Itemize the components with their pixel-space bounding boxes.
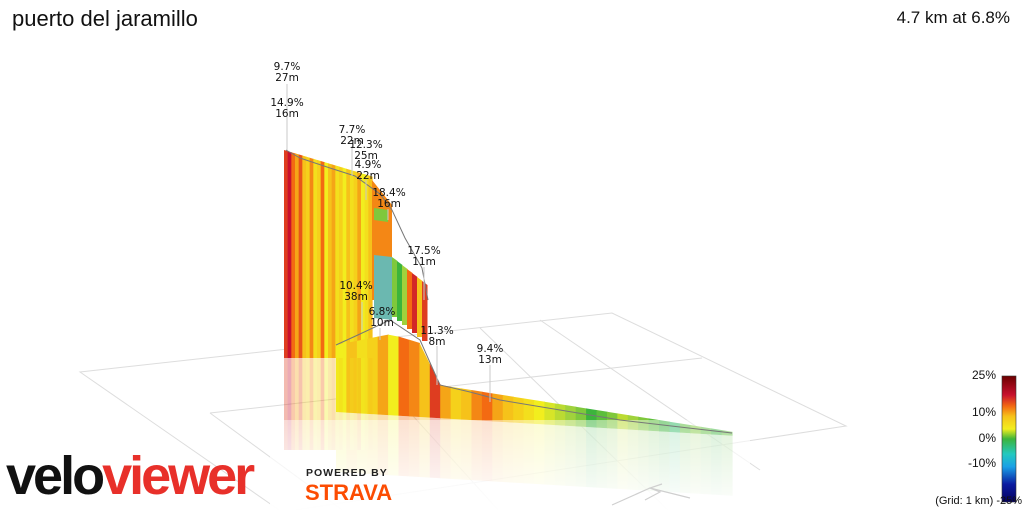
annotation-grade: 18.4% [372,187,405,199]
strava-logo[interactable]: STRAVA [305,480,393,505]
profile-band [284,150,289,358]
profile-band [361,173,366,358]
annotation-length: 13m [478,354,502,366]
logo-velo: velo [6,446,105,506]
profile-band [471,390,483,421]
profile-band [412,273,418,333]
annotation-grade: 11.3% [420,325,453,337]
annotation-leaders [286,84,491,402]
veloviewer-logo[interactable]: veloviewer [6,446,255,506]
annotation-length: 16m [377,198,401,210]
profile-band [298,154,303,358]
annotation-length: 27m [275,72,299,84]
legend-tick-minus10: -10% [967,456,996,470]
annotation-grade: 14.9% [270,97,303,109]
profile-band [342,167,347,358]
profile-band [331,164,336,358]
north-arrow-icon [611,483,691,506]
annotation-grade: 17.5% [407,245,440,257]
profile-band [350,169,355,358]
annotation-length: 10m [370,317,394,329]
profile-band [357,172,362,358]
profile-band [407,269,413,329]
climb-summary: 4.7 km at 6.8% [896,8,1010,27]
profile-band [364,174,369,358]
profile-wall-ribbons [392,257,428,341]
profile-band [408,339,420,418]
profile-band [328,163,333,358]
segment-annotations: 9.7%27m14.9%16m7.7%22m12.3%25m4.9%22m18.… [270,61,503,366]
profile-band [374,208,388,222]
annotation-length: 22m [356,170,380,182]
profile-band [367,336,379,415]
profile-band [302,155,307,358]
annotation-length: 38m [344,291,368,303]
profile-band [356,338,368,414]
profile-lower-edge [335,319,733,434]
profile-band [419,342,431,418]
profile-band [397,261,403,321]
powered-by-label: POWERED BY [306,467,388,479]
profile-band [295,153,300,358]
profile-band [429,363,441,419]
profile-band [440,385,452,419]
profile-top-edge [285,149,429,301]
annotation-grade: 9.7% [274,61,301,73]
grid-note: (Grid: 1 km) [935,495,994,507]
annotation-grade: 9.4% [477,343,504,355]
profile-band [513,396,525,424]
annotation-length: 16m [275,108,299,120]
legend-tick-0: 0% [978,431,996,445]
annotation-grade: 7.7% [339,124,366,136]
annotation-length: 11m [412,256,436,268]
profile-band [402,265,408,325]
profile-band [422,281,428,341]
profile-band [336,342,348,413]
annotation-length: 25m [354,150,378,162]
profile-band [346,168,351,358]
profile-band [346,340,358,414]
grade-legend-bar [1001,375,1017,503]
annotation-grade: 6.8% [369,306,396,318]
logo-viewer: viewer [102,446,255,506]
profile-band [450,386,462,420]
profile-band [353,170,358,358]
profile-band [291,152,296,358]
profile-band [335,165,340,358]
profile-band [374,255,392,320]
annotation-length: 22m [340,135,364,147]
annotation-length: 8m [429,336,446,348]
profile-band [317,159,322,358]
legend-footer: (Grid: 1 km) -25% [935,495,1022,507]
profile-band [398,336,410,417]
profile-band [377,334,389,416]
profile-band [309,157,314,358]
profile-band [417,277,423,337]
profile-band [368,175,373,358]
profile-band [392,257,398,317]
profile-band [502,395,514,423]
profile-band [339,166,344,358]
profile-band [461,388,473,421]
reflection-fade [270,420,750,512]
legend-tick-25: 25% [971,368,996,382]
profile-band [324,162,329,358]
annotation-grade: 12.3% [349,139,382,151]
annotation-grade: 10.4% [339,280,372,292]
profile-band [388,334,400,416]
annotation-grade: 4.9% [355,159,382,171]
profile-band [492,393,504,423]
profile-band [306,156,311,358]
profile-band [320,161,325,358]
profile-band [313,158,318,358]
legend-tick-minus25: -25% [996,495,1022,507]
legend-tick-10: 10% [971,405,996,419]
profile-band [287,151,292,358]
chart-title: puerto del jaramillo [12,6,198,31]
